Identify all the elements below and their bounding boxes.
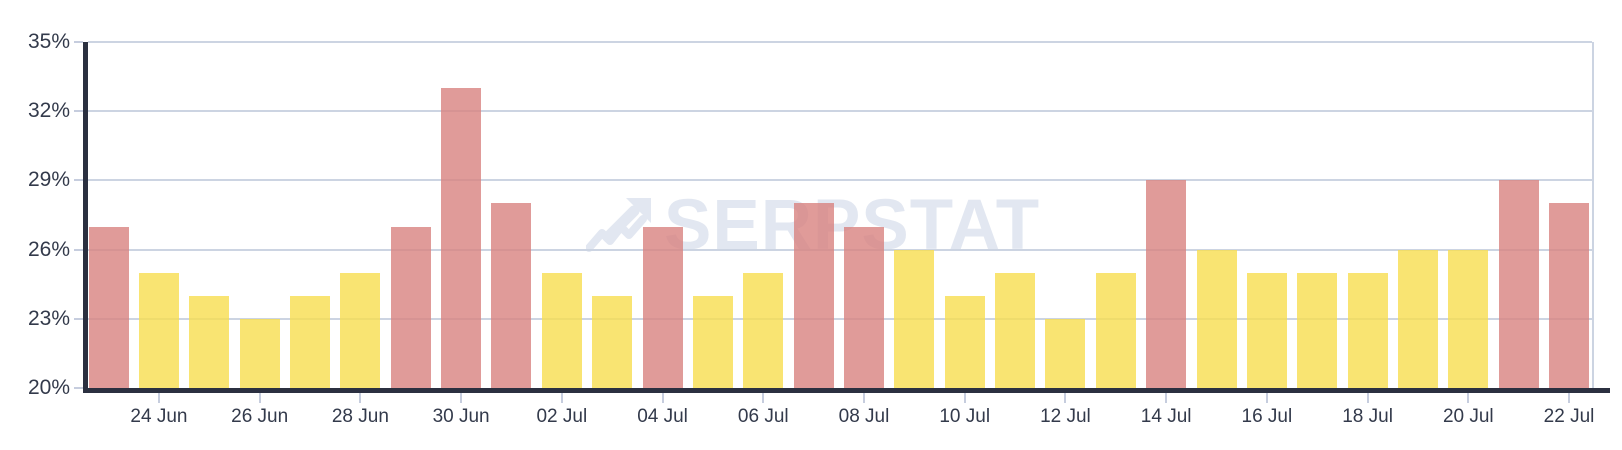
growth-arrow-icon [586, 198, 651, 252]
gridline-32 [88, 110, 1592, 113]
bar-03-jul[interactable] [592, 295, 633, 388]
x-axis-label-12-jul: 12 Jul [1040, 406, 1091, 427]
x-axis-tick-10-jul [963, 393, 966, 403]
bar-12-jul[interactable] [1045, 318, 1086, 388]
bar-07-jul[interactable] [793, 203, 834, 388]
bar-08-jul[interactable] [844, 226, 884, 388]
y-axis-line [83, 42, 88, 393]
bar-30-jun[interactable] [441, 88, 482, 388]
bar-14-jul[interactable] [1146, 180, 1187, 388]
bar-06-jul[interactable] [743, 272, 784, 388]
bar-11-jul[interactable] [995, 272, 1036, 388]
x-axis-label-18-jul: 18 Jul [1342, 406, 1393, 427]
x-axis-line [83, 388, 1610, 393]
y-axis-label-20: 20% [27, 376, 70, 399]
bar-10-jul[interactable] [944, 295, 985, 388]
plot-right-border [1592, 42, 1594, 388]
x-axis-tick-08-jul [863, 393, 865, 403]
x-axis-tick-30-jun [460, 393, 463, 403]
x-axis-label-06-jul: 06 Jul [737, 406, 789, 427]
x-axis-label-30-jun: 30 Jun [432, 406, 490, 427]
x-axis-label-08-jul: 08 Jul [838, 406, 890, 427]
gridline-26 [88, 248, 1592, 251]
x-axis-tick-24-jun [157, 393, 160, 403]
x-axis-tick-28-jun [359, 393, 362, 403]
bar-25-jun[interactable] [189, 295, 230, 388]
gridline-35 [88, 41, 1592, 43]
x-axis-label-20-jul: 20 Jul [1442, 406, 1494, 427]
bar-23-jun[interactable] [88, 226, 129, 388]
bar-01-jul[interactable] [491, 203, 532, 388]
x-axis-tick-04-jul [661, 393, 664, 403]
bar-28-jun[interactable] [340, 272, 381, 388]
bar-13-jul[interactable] [1095, 272, 1136, 388]
gridline-23 [88, 317, 1592, 320]
x-axis-tick-22-jul [1568, 393, 1571, 403]
bar-15-jul[interactable] [1196, 249, 1237, 388]
x-axis-label-26-jun: 26 Jun [231, 406, 289, 427]
bar-05-jul[interactable] [692, 295, 733, 388]
x-axis-label-10-jul: 10 Jul [939, 406, 991, 427]
bar-17-jul[interactable] [1297, 272, 1338, 388]
bar-27-jun[interactable] [290, 295, 331, 388]
y-axis-label-29: 29% [27, 168, 70, 192]
x-axis-tick-20-jul [1467, 393, 1470, 403]
bar-24-jun[interactable] [138, 272, 179, 388]
x-axis-label-28-jun: 28 Jun [331, 406, 389, 427]
y-axis-tick-29 [74, 179, 83, 182]
x-axis-label-02-jul: 02 Jul [536, 406, 588, 427]
x-axis-tick-06-jul [762, 393, 765, 403]
x-axis-tick-12-jul [1064, 393, 1067, 403]
y-axis-tick-35 [74, 41, 83, 43]
x-axis-label-14-jul: 14 Jul [1140, 406, 1192, 427]
bar-19-jul[interactable] [1397, 249, 1438, 388]
y-axis-tick-26 [74, 248, 83, 251]
bar-09-jul[interactable] [894, 249, 935, 388]
y-axis-label-32: 32% [27, 99, 70, 123]
bar-22-jul[interactable] [1549, 203, 1590, 388]
x-axis-tick-14-jul [1165, 393, 1168, 403]
x-axis-label-04-jul: 04 Jul [637, 406, 688, 427]
bar-16-jul[interactable] [1246, 272, 1287, 388]
y-axis-label-35: 35% [27, 30, 70, 53]
y-axis-tick-32 [74, 110, 83, 113]
bar-26-jun[interactable] [239, 318, 280, 388]
bar-04-jul[interactable] [642, 226, 683, 388]
gridline-29 [88, 179, 1592, 182]
bar-20-jul[interactable] [1448, 249, 1489, 388]
y-axis-label-23: 23% [27, 306, 70, 330]
y-axis-tick-23 [74, 317, 83, 320]
x-axis-label-16-jul: 16 Jul [1241, 406, 1293, 427]
x-axis-label-22-jul: 22 Jul [1543, 406, 1595, 427]
x-axis-label-24-jun: 24 Jun [130, 406, 188, 427]
x-axis-tick-02-jul [560, 393, 563, 403]
x-axis-tick-26-jun [258, 393, 261, 403]
y-axis-label-26: 26% [27, 237, 70, 261]
bar-21-jul[interactable] [1498, 180, 1539, 388]
y-axis-tick-20 [74, 387, 83, 389]
x-axis-tick-18-jul [1366, 393, 1369, 403]
bar-29-jun[interactable] [390, 226, 431, 388]
x-axis-tick-16-jul [1265, 393, 1268, 403]
bar-02-jul[interactable] [541, 272, 582, 388]
bar-18-jul[interactable] [1347, 272, 1388, 388]
